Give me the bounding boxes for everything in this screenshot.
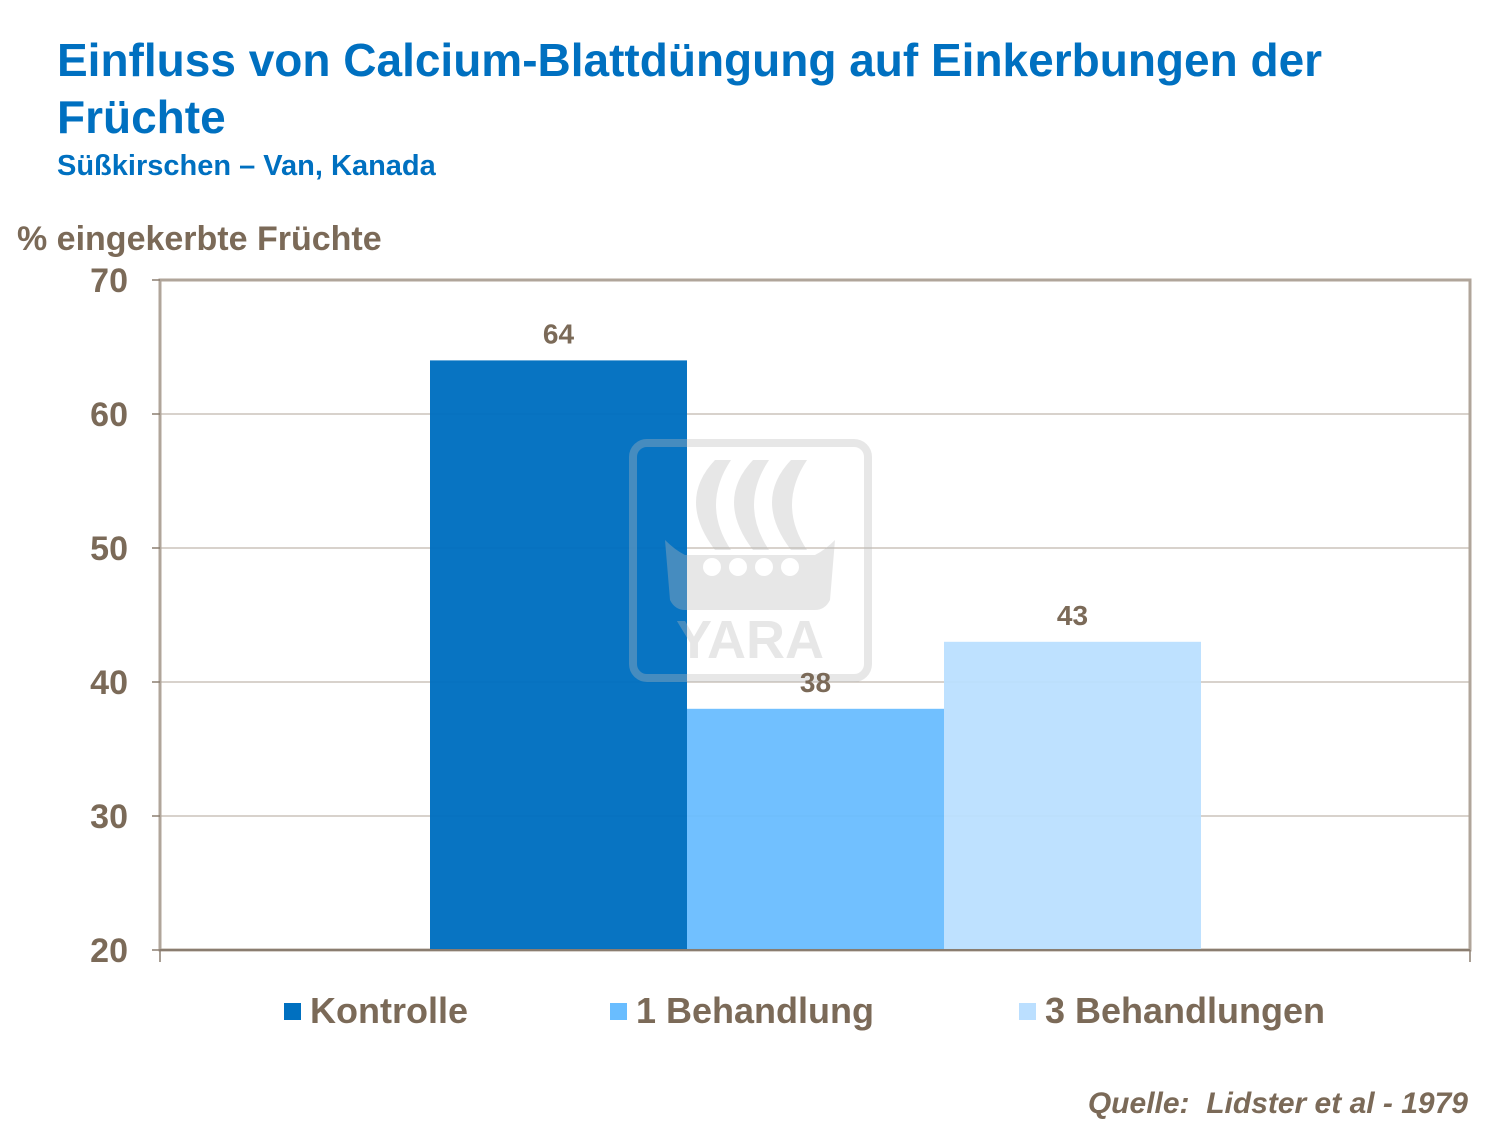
bar-1-behandlung — [687, 708, 944, 950]
y-tick-label: 30 — [90, 798, 128, 836]
legend-label: 1 Behandlung — [636, 990, 875, 1031]
bar-3-behandlungen — [944, 641, 1201, 950]
bar-kontrolle — [430, 360, 687, 950]
legend-label: Kontrolle — [310, 990, 468, 1031]
yara-logo-watermark: YARA — [629, 439, 872, 682]
logo-shield — [703, 558, 721, 576]
chart-title: Einfluss von Calcium-Blattdüngung auf Ei… — [57, 34, 1323, 143]
bars — [430, 360, 1201, 950]
legend: Kontrolle 1 Behandlung 3 Behandlungen — [0, 990, 1500, 1034]
logo-text: YARA — [676, 610, 824, 670]
logo-shield — [729, 558, 747, 576]
logo-frame — [629, 439, 872, 682]
logo-ship — [665, 540, 835, 610]
data-label: 64 — [543, 318, 575, 349]
legend-label: 3 Behandlungen — [1045, 990, 1326, 1031]
y-axis-label: % eingekerbte Früchte — [17, 220, 382, 258]
legend-swatch — [1019, 1002, 1036, 1020]
logo-shield — [781, 558, 799, 576]
y-tick-label: 40 — [90, 664, 128, 702]
chart-subtitle: Süßkirschen – Van, Kanada — [57, 150, 436, 182]
logo-sail — [734, 460, 769, 550]
logo-sail — [772, 460, 807, 550]
legend-swatch — [284, 1002, 301, 1020]
y-tick-label: 20 — [90, 932, 128, 970]
y-tick-label: 70 — [90, 262, 128, 300]
logo-shield — [755, 558, 773, 576]
data-label: 43 — [1057, 600, 1088, 631]
legend-item: Kontrolle — [284, 990, 468, 1032]
legend-swatch — [610, 1002, 627, 1020]
data-label: 38 — [800, 667, 831, 698]
source-note: Quelle: Lidster et al - 1979 — [1087, 1087, 1468, 1120]
y-tick-label: 60 — [90, 396, 128, 434]
legend-item: 1 Behandlung — [610, 990, 874, 1032]
logo-sail — [696, 460, 731, 550]
legend-item: 3 Behandlungen — [1019, 990, 1325, 1032]
y-tick-label: 50 — [90, 530, 128, 568]
